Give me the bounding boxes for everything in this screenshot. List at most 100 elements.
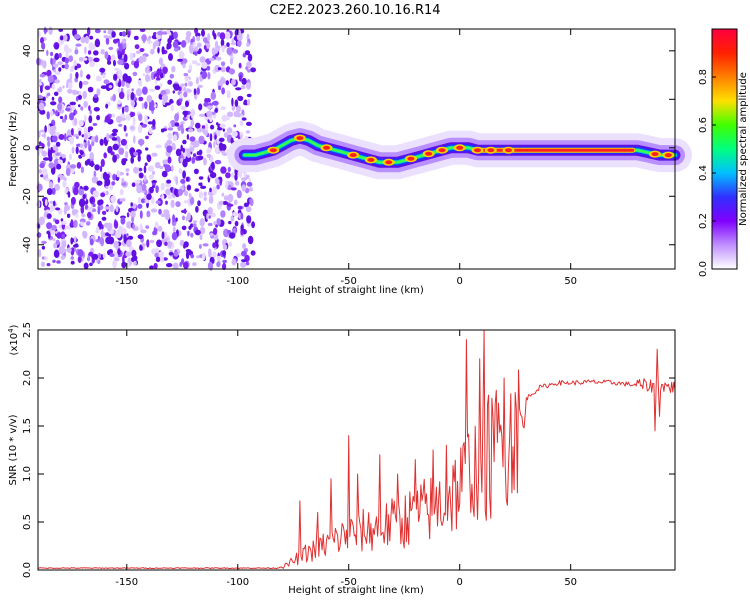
noise-speckle [191,60,198,65]
noise-speckle [222,250,227,257]
noise-speckle [46,92,51,97]
noise-speckle [115,229,122,239]
noise-speckle [168,123,172,127]
snr-exponent-base: (x10 [9,333,20,356]
noise-speckle [54,219,60,225]
noise-speckle [225,80,229,86]
noise-speckle [240,212,244,220]
noise-speckle [137,79,140,85]
y-tick-label: 0.5 [22,514,33,530]
noise-speckle [152,119,156,128]
y-tick-label: 20 [22,93,33,106]
snr-frame [37,329,676,571]
noise-speckle [75,71,79,79]
noise-speckle [88,251,94,257]
noise-speckle [218,142,224,151]
noise-speckle [145,147,149,151]
noise-speckle [134,44,140,50]
noise-speckle [92,190,99,198]
noise-speckle [180,83,185,87]
noise-speckle [94,29,101,34]
noise-speckle [203,45,207,50]
noise-speckle [212,186,217,195]
noise-speckle [75,146,79,155]
noise-speckle [84,160,89,166]
noise-speckle [81,213,86,218]
noise-speckle [105,185,109,190]
noise-speckle [146,64,150,73]
ridge-blob-core [367,157,375,162]
noise-speckle [97,199,102,206]
noise-speckle [126,212,130,218]
noise-speckle [214,134,217,140]
noise-speckle [137,124,143,134]
noise-speckle [103,79,110,85]
noise-speckle [220,77,226,85]
noise-speckle [121,106,125,115]
noise-speckle [133,260,137,266]
noise-speckle [217,67,222,71]
noise-speckle [99,138,104,146]
noise-speckle [149,265,154,270]
noise-speckle [55,141,61,147]
noise-speckle [99,237,105,245]
noise-speckle [208,215,211,219]
noise-speckle [152,42,156,50]
noise-speckle [58,28,63,32]
colorbar-tick-label: 0.8 [698,69,709,85]
noise-speckle [225,180,229,189]
noise-speckle [199,234,203,241]
noise-speckle [135,50,141,54]
noise-speckle [161,231,165,240]
noise-speckle [191,110,194,119]
noise-speckle [158,57,164,66]
noise-speckle [83,262,89,270]
noise-speckle [82,90,87,100]
noise-speckle [66,213,71,218]
noise-speckle [74,110,78,115]
x-tick-label: -150 [115,577,138,588]
noise-speckle [103,30,107,34]
noise-speckle [167,127,174,131]
noise-speckle [101,224,104,230]
spectrogram-x-axis-label: Height of straight line (km) [288,285,424,296]
noise-speckle [169,73,174,79]
noise-speckle [112,173,117,181]
noise-speckle [82,80,89,85]
noise-speckle [93,94,98,99]
noise-speckle [182,170,187,179]
y-tick-label: -40 [22,237,33,253]
noise-speckle [227,229,231,234]
noise-speckle [78,119,84,127]
noise-speckle [183,73,189,77]
noise-speckle [115,80,119,87]
noise-speckle [130,202,133,207]
noise-speckle [192,220,198,224]
noise-speckle [190,253,194,259]
noise-speckle [226,111,234,118]
noise-speckle [126,172,129,176]
noise-speckle [207,72,211,80]
noise-speckle [188,64,193,72]
noise-speckle [205,122,209,132]
noise-speckle [146,239,150,248]
noise-speckle [40,37,44,44]
noise-speckle [171,65,176,73]
noise-speckle [235,253,242,258]
y-tick-label: 0 [22,145,33,151]
noise-speckle [139,210,143,219]
noise-speckle [63,34,68,42]
snr-exponent-label: (x104) [7,324,20,355]
noise-speckle [124,106,129,113]
noise-speckle [144,101,148,110]
x-tick-label: -150 [115,276,138,287]
noise-speckle [151,170,156,175]
noise-speckle [214,107,218,113]
noise-speckle [74,33,81,40]
noise-speckle [89,60,95,68]
noise-speckle [209,57,215,62]
noise-speckle [56,260,61,264]
noise-speckle [198,103,203,111]
noise-speckle [159,83,163,87]
noise-speckle [132,71,138,77]
